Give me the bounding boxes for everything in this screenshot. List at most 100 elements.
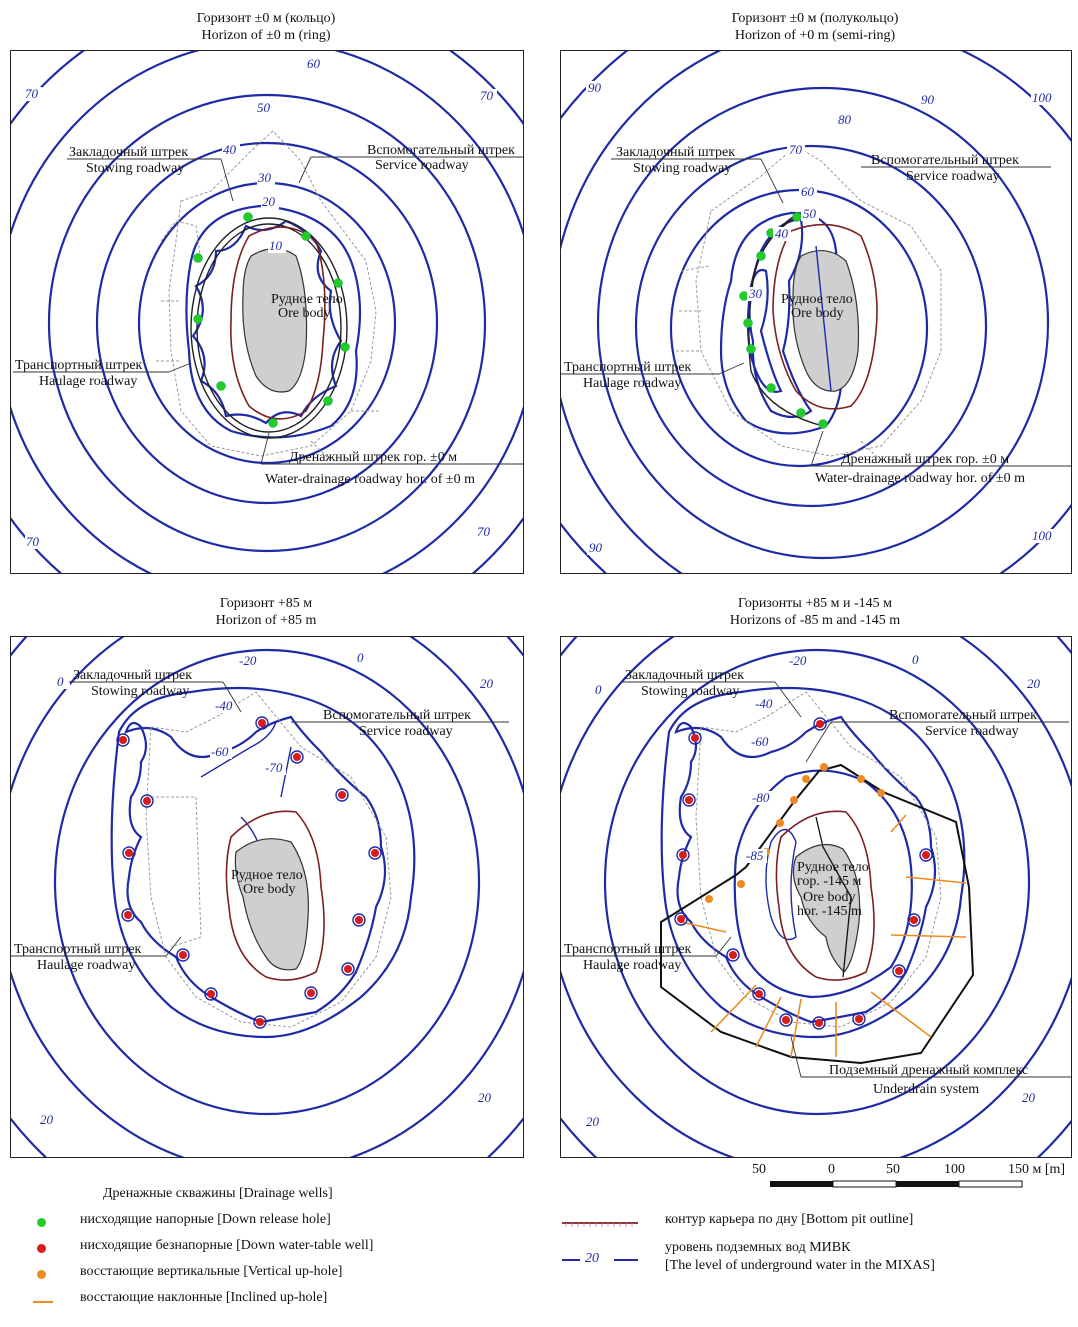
well-r3-1 [119, 736, 127, 744]
stowing-label-ru-3: Закладочный штрек [73, 668, 192, 683]
legend-orange-dot-icon [37, 1270, 46, 1279]
up-hole-i4 [791, 999, 801, 1057]
up-hole-v7 [820, 763, 828, 771]
ore-label-en: Ore body [278, 306, 331, 321]
stowing-label-en-4: Stowing roadway [641, 684, 739, 699]
legend-orange-line-icon [33, 1301, 53, 1303]
contour-label-p4-10: 20 [586, 1114, 600, 1129]
contour-label-p1-5: 40 [223, 142, 237, 157]
well-g8 [324, 397, 333, 406]
panel-1-map: 70 60 70 50 40 30 20 10 70 70 Рудное тел… [10, 50, 524, 574]
well-r3-7 [371, 849, 379, 857]
contour-label-p4-1: -20 [789, 653, 807, 668]
up-hole-i6 [871, 992, 931, 1037]
well-g2-7 [767, 384, 776, 393]
contour-label-p4-2: 0 [595, 682, 602, 697]
contour-label-p4-8: -85 [746, 848, 764, 863]
contour-label-p3-6: -60 [211, 744, 229, 759]
well-r4-5 [922, 851, 930, 859]
well-g3 [194, 254, 203, 263]
panel-1-title-ru: Горизонт ±0 м (кольцо) [10, 10, 522, 27]
legend-item-2: нисходящие безнапорные [Down water-table… [80, 1238, 373, 1254]
legend-level-text-1: уровень подземных вод МИВК [665, 1240, 850, 1256]
service-label-ru-3: Вспомогательный штрек [323, 708, 471, 723]
panel-4-map: -20 0 20 0 -40 -60 -80 -85 20 20 Рудное … [560, 636, 1072, 1158]
up-hole-v6 [802, 775, 810, 783]
panel-3-title: Горизонт +85 м Horizon of +85 m [10, 595, 522, 629]
well-r4-10 [755, 990, 763, 998]
well-r3-13 [307, 989, 315, 997]
drainage-label-ru: Дренажный штрек гор. ±0 м [289, 450, 457, 465]
contour-label-p3-9: 20 [40, 1112, 54, 1127]
ore-label-ru-2: Рудное тело [781, 292, 853, 307]
well-g6 [341, 343, 350, 352]
legend-item-1: нисходящие напорные [Down release hole] [80, 1212, 331, 1228]
underdrain-label-en: Underdrain system [873, 1082, 979, 1097]
scale-tick-4: 100 [944, 1162, 965, 1177]
panel-2-title-en: Horizon of +0 m (semi-ring) [560, 27, 1070, 44]
up-hole-v1 [705, 895, 713, 903]
contour-label-p1-1: 70 [25, 86, 39, 101]
up-hole-v9 [877, 789, 885, 797]
well-r3-3 [293, 753, 301, 761]
well-r3-2 [258, 719, 266, 727]
legend-green-dot-icon [37, 1218, 46, 1227]
haulage-label-ru-2: Транспортный штрек [564, 360, 692, 375]
up-hole-i1 [681, 922, 726, 932]
drainage-label-en-2: Water-drainage roadway hor. of ±0 m [815, 471, 1025, 486]
contour-label-p2-11: 100 [1032, 528, 1052, 543]
well-r4-4 [679, 851, 687, 859]
well-r4-7 [910, 916, 918, 924]
well-g2-6 [747, 345, 756, 354]
contour-label-p2-6: 60 [801, 184, 815, 199]
legend-level-value: 20 [585, 1251, 599, 1267]
contour-label-p2-4: 80 [838, 112, 852, 127]
well-g2 [302, 232, 311, 241]
well-r4-2 [816, 720, 824, 728]
service-label-en-4: Service roadway [925, 724, 1019, 739]
well-g5 [194, 315, 203, 324]
service-label-en-3: Service roadway [359, 724, 453, 739]
well-g2-8 [797, 409, 806, 418]
legend-red-dot-icon [37, 1244, 46, 1253]
contour-label-p1-3: 70 [480, 88, 494, 103]
contour-label-p2-3: 100 [1032, 90, 1052, 105]
legend-level-line-icon [562, 1250, 642, 1270]
legend-level-text-2: [The level of underground water in the M… [665, 1258, 935, 1274]
well-g2-1 [793, 213, 802, 222]
ore-label-ru: Рудное тело [271, 292, 343, 307]
well-g7 [217, 382, 226, 391]
service-label-en: Service roadway [375, 158, 469, 173]
contour-label-p2-1: 90 [588, 80, 602, 95]
scale-tick-2: 0 [828, 1162, 835, 1177]
service-label-ru-2: Вспомогательный штрек [871, 153, 1019, 168]
scale-tick-5: 150 м [m] [1008, 1162, 1065, 1177]
well-r4-11 [855, 1015, 863, 1023]
up-hole-i9 [891, 815, 906, 832]
well-r4-1 [691, 734, 699, 742]
well-g9 [269, 419, 278, 428]
panel-4-svg: -20 0 20 0 -40 -60 -80 -85 20 20 Рудное … [561, 637, 1071, 1157]
haulage-label-en-3: Haulage roadway [37, 958, 135, 973]
ore-label-ru-3: Рудное тело [231, 868, 303, 883]
haulage-label-ru-4: Транспортный штрек [564, 942, 692, 957]
stowing-label-ru-4: Закладочный штрек [625, 668, 744, 683]
contour-label-p3-2: 0 [57, 674, 64, 689]
haulage-label-ru: Транспортный штрек [15, 358, 143, 373]
contour-label-p4-5: -40 [755, 696, 773, 711]
contour-label-p1-10: 70 [26, 534, 40, 549]
panel-3-title-ru: Горизонт +85 м [10, 595, 522, 612]
contour-label-p1-4: 50 [257, 100, 271, 115]
ore-label-en-2: Ore body [791, 306, 844, 321]
stowing-label-en: Stowing roadway [86, 161, 184, 176]
ore-body-3 [235, 839, 308, 970]
contour-label-p2-9: 30 [748, 286, 763, 301]
legend-heading: Дренажные скважины [Drainage wells] [103, 1186, 333, 1202]
contour-label-p1-2: 60 [307, 56, 321, 71]
well-r3-11 [344, 965, 352, 973]
service-label-ru-4: Вспомогательный штрек [889, 708, 1037, 723]
contour-label-p4-6: -60 [751, 734, 769, 749]
well-r3-10 [179, 951, 187, 959]
up-hole-v4 [776, 819, 784, 827]
contour-label-p2-5: 70 [789, 142, 803, 157]
